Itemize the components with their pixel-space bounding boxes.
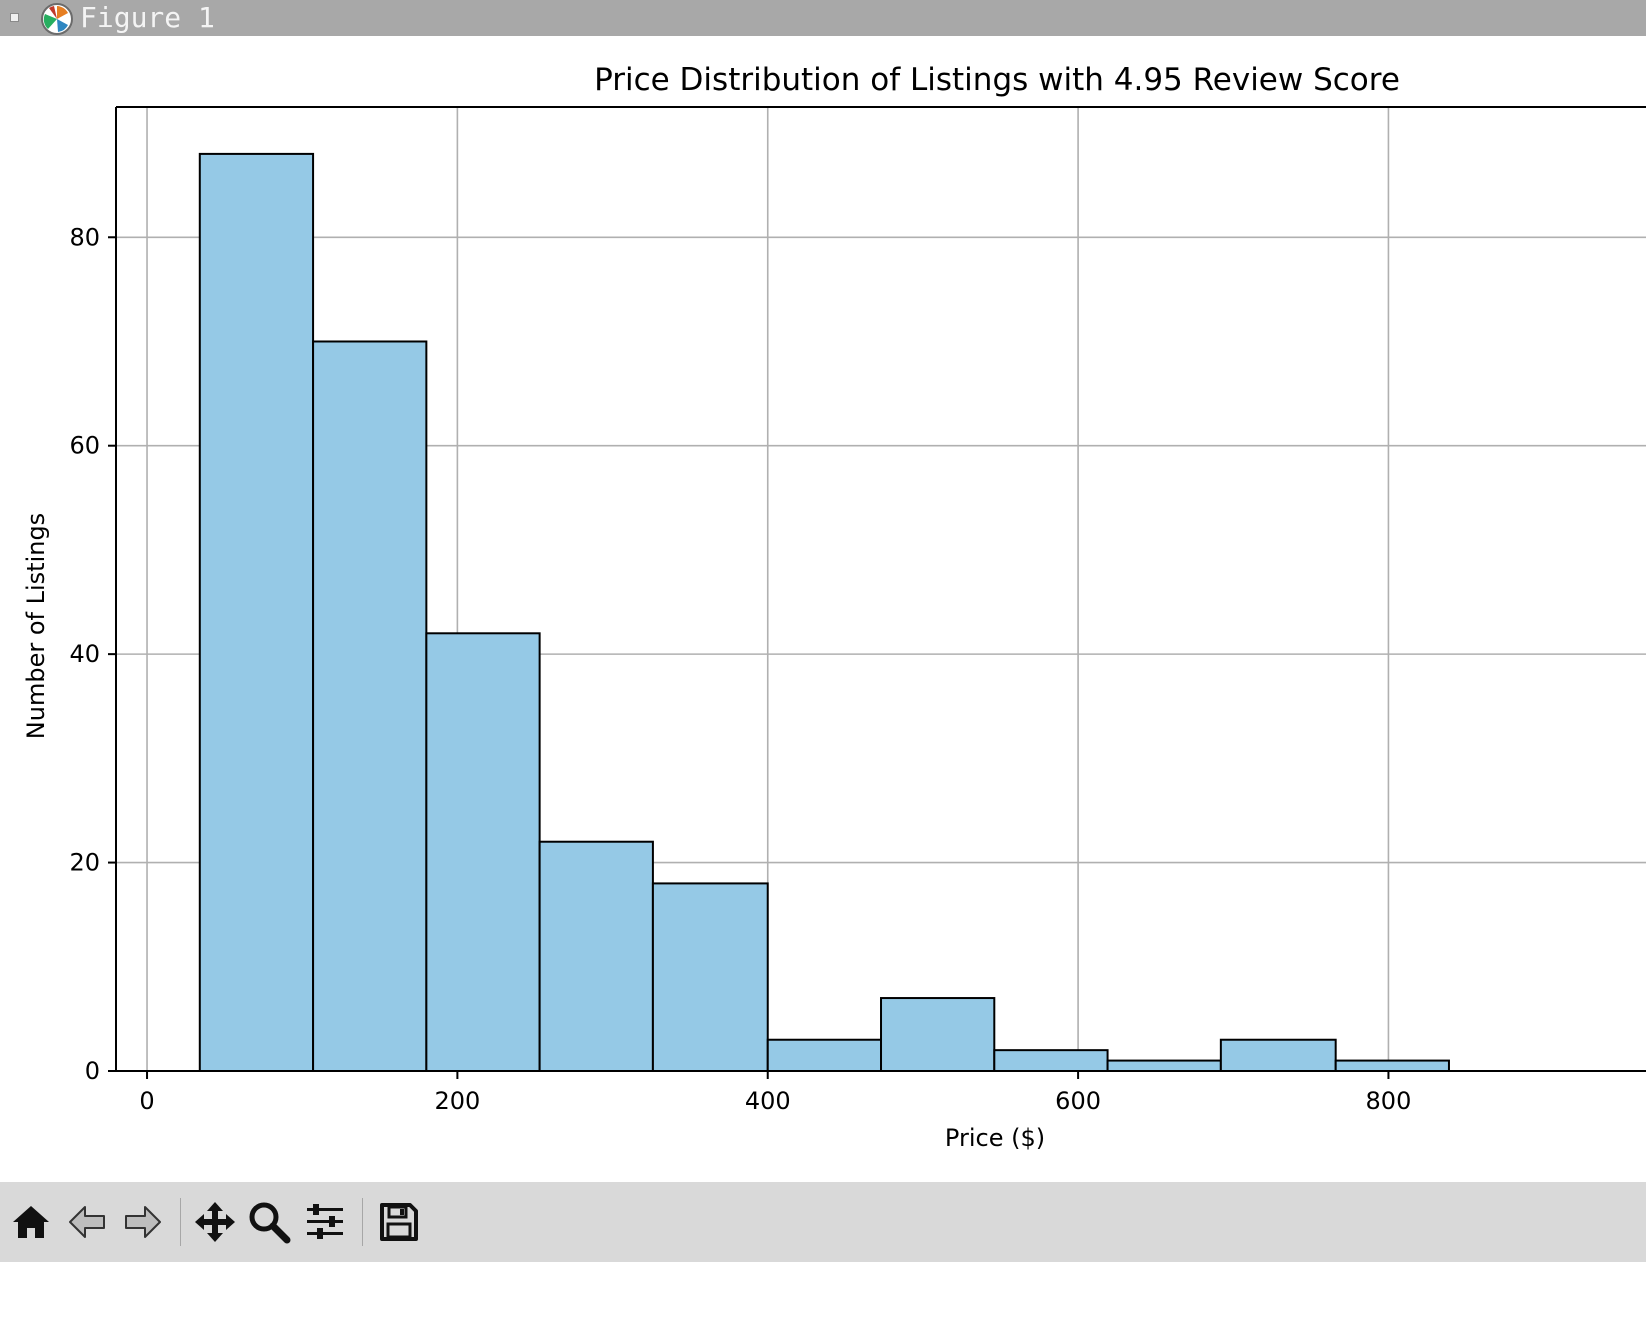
histogram-bar — [1106, 1059, 1222, 1072]
x-tick-label: 0 — [139, 1087, 154, 1115]
home-button[interactable] — [4, 1196, 58, 1248]
navigation-toolbar — [0, 1182, 1646, 1262]
histogram-bar — [651, 882, 769, 1073]
x-tick-label: 200 — [434, 1087, 480, 1115]
y-tick-label: 40 — [69, 640, 100, 668]
x-tick-label: 600 — [1055, 1087, 1101, 1115]
histogram-bar — [1219, 1038, 1337, 1072]
histogram-bar — [766, 1038, 883, 1072]
arrow-left-icon — [69, 1206, 105, 1238]
y-axis-label: Number of Listings — [22, 513, 50, 739]
chart-title: Price Distribution of Listings with 4.95… — [594, 62, 1400, 98]
move-icon — [195, 1202, 235, 1242]
histogram-chart: 0 200 400 600 800 0 20 40 60 80 Price Distributio… — [22, 62, 1646, 1152]
toolbar-separator — [362, 1198, 363, 1246]
window-titlebar: Figure 1 — [0, 0, 1646, 36]
sliders-icon — [307, 1204, 343, 1239]
axis-ticks: 0 200 400 600 800 0 20 40 60 80 — [69, 223, 1411, 1115]
back-button[interactable] — [60, 1196, 114, 1248]
histogram-bars — [198, 152, 1450, 1073]
configure-subplots-button[interactable] — [298, 1196, 352, 1248]
magnifier-icon — [249, 1202, 291, 1244]
histogram-bar — [993, 1049, 1109, 1072]
pan-button[interactable] — [188, 1196, 242, 1248]
window-bottom-margin — [0, 1262, 1646, 1326]
histogram-bar — [538, 840, 654, 1072]
window-menu-button[interactable] — [10, 13, 19, 22]
histogram-bar — [198, 152, 315, 1073]
arrow-right-icon — [125, 1206, 161, 1238]
y-tick-label: 0 — [85, 1057, 100, 1085]
y-tick-label: 80 — [69, 223, 100, 251]
x-tick-label: 800 — [1366, 1087, 1412, 1115]
forward-button[interactable] — [116, 1196, 170, 1248]
window-title: Figure 1 — [80, 1, 215, 34]
histogram-bar — [880, 997, 996, 1072]
histogram-bar — [312, 340, 428, 1072]
x-axis-label: Price ($) — [945, 1124, 1045, 1152]
histogram-bar — [425, 632, 541, 1072]
toolbar-separator — [180, 1198, 181, 1246]
axes-frame — [115, 106, 1646, 1072]
home-icon — [13, 1206, 49, 1238]
save-button[interactable] — [372, 1196, 426, 1248]
histogram-bar — [1334, 1059, 1450, 1072]
figure-canvas[interactable]: 0 200 400 600 800 0 20 40 60 80 Price Distributio… — [0, 36, 1646, 1182]
y-tick-label: 60 — [69, 432, 100, 460]
zoom-button[interactable] — [242, 1196, 296, 1248]
x-tick-label: 400 — [745, 1087, 791, 1115]
y-tick-label: 20 — [69, 849, 100, 877]
floppy-disk-icon — [380, 1203, 418, 1241]
matplotlib-logo-icon — [41, 3, 73, 35]
